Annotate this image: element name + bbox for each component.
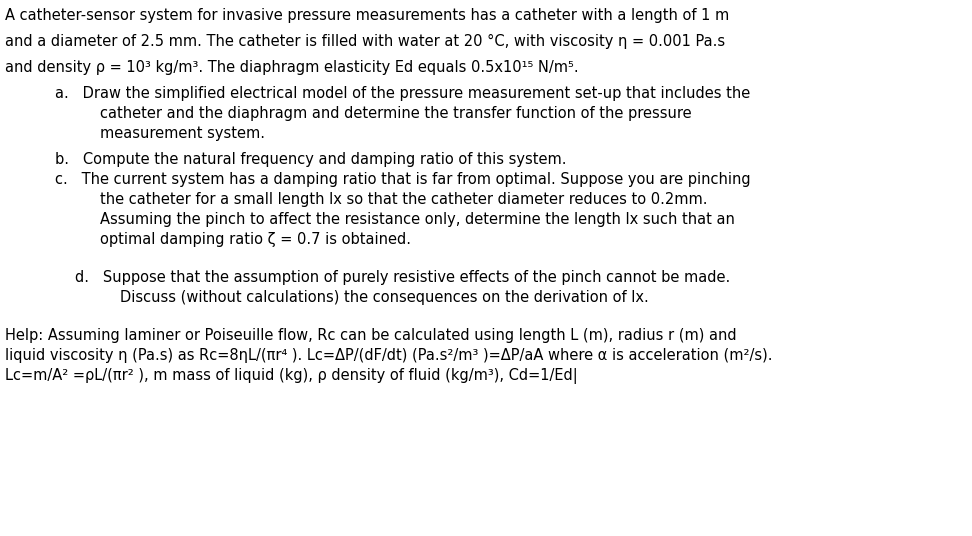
- Text: Lc=m/A² =ρL/(πr² ), m mass of liquid (kg), ρ density of fluid (kg/m³), Cd=1/Ed|: Lc=m/A² =ρL/(πr² ), m mass of liquid (kg…: [5, 368, 577, 384]
- Text: d.   Suppose that the assumption of purely resistive effects of the pinch cannot: d. Suppose that the assumption of purely…: [75, 270, 730, 285]
- Text: liquid viscosity η (Pa.s) as Rc=8ηL/(πr⁴ ). Lc=ΔP/(dF/dt) (Pa.s²/m³ )=ΔP/aA wher: liquid viscosity η (Pa.s) as Rc=8ηL/(πr⁴…: [5, 348, 773, 363]
- Text: optimal damping ratio ζ = 0.7 is obtained.: optimal damping ratio ζ = 0.7 is obtaine…: [100, 232, 411, 247]
- Text: b.   Compute the natural frequency and damping ratio of this system.: b. Compute the natural frequency and dam…: [55, 152, 567, 167]
- Text: Assuming the pinch to affect the resistance only, determine the length lx such t: Assuming the pinch to affect the resista…: [100, 212, 735, 227]
- Text: a.   Draw the simplified electrical model of the pressure measurement set-up tha: a. Draw the simplified electrical model …: [55, 86, 750, 101]
- Text: the catheter for a small length lx so that the catheter diameter reduces to 0.2m: the catheter for a small length lx so th…: [100, 192, 708, 207]
- Text: A catheter-sensor system for invasive pressure measurements has a catheter with : A catheter-sensor system for invasive pr…: [5, 8, 729, 23]
- Text: Discuss (without calculations) the consequences on the derivation of lx.: Discuss (without calculations) the conse…: [120, 290, 648, 305]
- Text: and density ρ = 10³ kg/m³. The diaphragm elasticity Ed equals 0.5x10¹⁵ N/m⁵.: and density ρ = 10³ kg/m³. The diaphragm…: [5, 60, 578, 75]
- Text: measurement system.: measurement system.: [100, 126, 265, 141]
- Text: and a diameter of 2.5 mm. The catheter is filled with water at 20 °C, with visco: and a diameter of 2.5 mm. The catheter i…: [5, 34, 725, 49]
- Text: Help: Assuming laminer or Poiseuille flow, Rc can be calculated using length L (: Help: Assuming laminer or Poiseuille flo…: [5, 328, 737, 343]
- Text: c.   The current system has a damping ratio that is far from optimal. Suppose yo: c. The current system has a damping rati…: [55, 172, 750, 187]
- Text: catheter and the diaphragm and determine the transfer function of the pressure: catheter and the diaphragm and determine…: [100, 106, 692, 121]
